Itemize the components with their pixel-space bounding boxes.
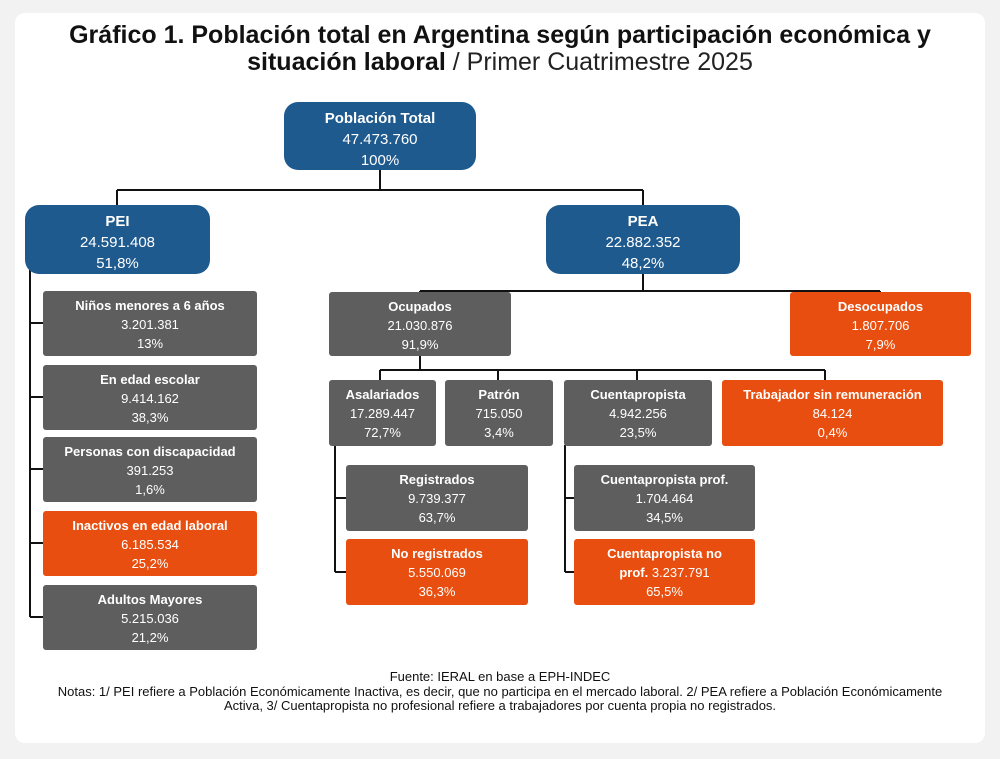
footer-source: Fuente: IERAL en base a EPH-INDEC (389, 669, 611, 684)
node-pct: 48,2% (621, 255, 665, 272)
node-pct: 3,4% (484, 425, 514, 440)
node-value: 3.237.791 (651, 565, 710, 580)
node-name: Registrados (399, 472, 475, 487)
node-pct: 38,3% (131, 410, 169, 425)
node-value: 5.550.069 (408, 565, 466, 580)
node-pct: 36,3% (418, 584, 456, 599)
node-discapacidad: Personas con discapacidad 391.253 1,6% (43, 437, 257, 502)
node-poblacion-total: Población Total 47.473.760 100% (284, 102, 476, 170)
node-value: 17.289.447 (349, 406, 416, 421)
node-value: 24.591.408 (79, 234, 156, 251)
node-name: No registrados (391, 546, 483, 561)
node-value: 3.201.381 (121, 317, 179, 332)
node-pct: 72,7% (364, 425, 401, 440)
node-desocupados: Desocupados 1.807.706 7,9% (790, 292, 971, 356)
node-value: 9.414.162 (121, 391, 179, 406)
node-value: 5.215.036 (121, 611, 179, 626)
node-pct: 25,2% (131, 556, 169, 571)
node-name: Trabajador sin remuneración (743, 387, 922, 402)
node-adultos-mayores: Adultos Mayores 5.215.036 21,2% (43, 585, 257, 650)
node-name: Patrón (478, 387, 520, 402)
node-pct: 100% (360, 152, 400, 169)
node-name-cont: prof. (619, 565, 649, 580)
node-ninos: Niños menores a 6 años 3.201.381 13% (43, 291, 257, 356)
node-name: PEA (627, 213, 659, 230)
node-name: Inactivos en edad laboral (72, 518, 228, 533)
node-name: Cuentapropista no (607, 546, 722, 561)
node-pea: PEA 22.882.352 48,2% (546, 205, 740, 274)
node-pei: PEI 24.591.408 51,8% (25, 205, 210, 274)
title-bold: Gráfico 1. Población total en Argentina … (69, 21, 931, 76)
node-name: En edad escolar (100, 372, 200, 387)
node-value: 6.185.534 (121, 537, 179, 552)
node-cuentapropista-prof: Cuentapropista prof. 1.704.464 34,5% (574, 465, 755, 531)
node-pct: 1,6% (135, 482, 165, 497)
node-name: Asalariados (345, 387, 420, 402)
node-ocupados: Ocupados 21.030.876 91,9% (329, 292, 511, 356)
node-pct: 7,9% (865, 337, 896, 352)
node-pct: 51,8% (96, 255, 139, 272)
node-asalariados: Asalariados 17.289.447 72,7% (329, 380, 436, 446)
node-value: 391.253 (126, 463, 174, 478)
node-name: Cuentapropista prof. (600, 472, 729, 487)
node-name: Población Total (324, 110, 436, 127)
footer-notes: Notas: 1/ PEI refiere a Población Económ… (57, 684, 943, 713)
node-value: 9.739.377 (408, 491, 466, 506)
node-pct: 23,5% (619, 425, 657, 440)
node-pct: 65,5% (646, 584, 683, 599)
node-inactivos: Inactivos en edad laboral 6.185.534 25,2… (43, 511, 257, 576)
node-value: 4.942.256 (609, 406, 667, 421)
node-value: 715.050 (475, 406, 523, 421)
node-value: 84.124 (812, 406, 853, 421)
node-pct: 21,2% (131, 630, 169, 645)
node-patron: Patrón 715.050 3,4% (445, 380, 553, 446)
node-pct: 0,4% (817, 425, 848, 440)
node-name: PEI (105, 213, 130, 230)
node-sin-remuneracion: Trabajador sin remuneración 84.124 0,4% (722, 380, 943, 446)
chart-title: Gráfico 1. Población total en Argentina … (15, 22, 985, 76)
node-name: Desocupados (837, 299, 924, 314)
node-edad-escolar: En edad escolar 9.414.162 38,3% (43, 365, 257, 430)
node-pct: 63,7% (418, 510, 456, 525)
node-value: 1.807.706 (851, 318, 910, 333)
node-no-registrados: No registrados 5.550.069 36,3% (346, 539, 528, 605)
node-name: Niños menores a 6 años (75, 298, 225, 313)
node-cuentapropista-no-prof: Cuentapropista no prof. 3.237.791 65,5% (574, 539, 755, 605)
title-separator: / (445, 48, 467, 76)
node-name: Personas con discapacidad (64, 444, 236, 459)
node-cuentapropista: Cuentapropista 4.942.256 23,5% (564, 380, 712, 446)
node-name: Adultos Mayores (97, 592, 203, 607)
node-value: 21.030.876 (387, 318, 453, 333)
title-subtitle: Primer Cuatrimestre 2025 (466, 48, 753, 76)
node-registrados: Registrados 9.739.377 63,7% (346, 465, 528, 531)
node-value-line: prof. 3.237.791 (574, 563, 755, 582)
node-pct: 91,9% (401, 337, 439, 352)
node-pct: 34,5% (646, 510, 683, 525)
node-value: 1.704.464 (635, 491, 694, 506)
node-value: 47.473.760 (342, 131, 418, 148)
node-name: Ocupados (388, 299, 452, 314)
node-name: Cuentapropista (590, 387, 686, 402)
node-value: 22.882.352 (605, 234, 681, 251)
node-pct: 13% (136, 336, 164, 351)
